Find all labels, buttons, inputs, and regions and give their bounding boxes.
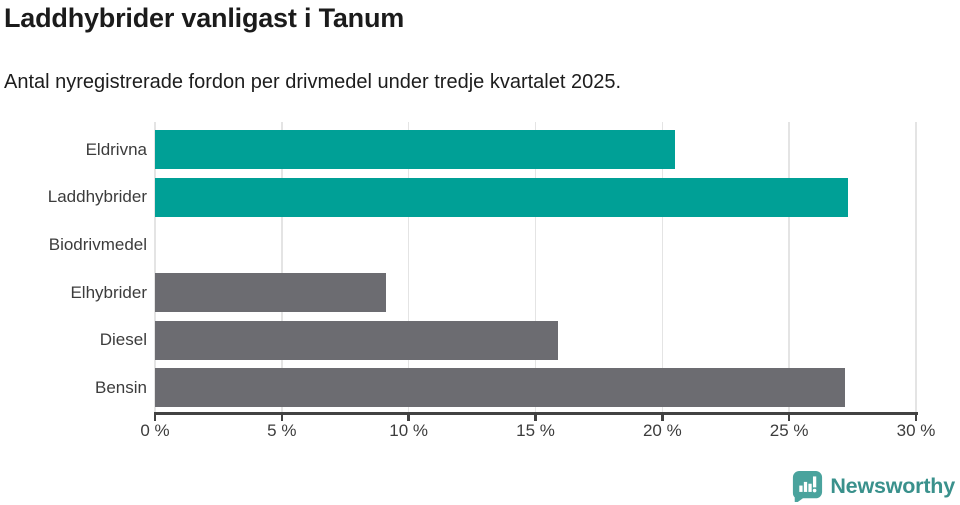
brand-footer: Newsworthy xyxy=(792,470,955,502)
gridline xyxy=(281,122,283,412)
bar-row: Diesel xyxy=(0,316,960,364)
bar-row: Biodrivmedel xyxy=(0,221,960,269)
axis-tick-label: 10 % xyxy=(389,421,429,440)
axis-tick xyxy=(153,412,157,421)
axis-tick xyxy=(534,412,537,421)
axis-tick-label: 15 % xyxy=(516,421,555,440)
category-label: Biodrivmedel xyxy=(48,234,147,254)
bar-chart: Eldrivna Laddhybrider Biodrivmedel Elhybrid… xyxy=(0,122,960,440)
gridline xyxy=(788,122,790,412)
axis-tick xyxy=(787,412,791,421)
category-label: Elhybrider xyxy=(70,282,147,302)
axis-tick-label: 30 % xyxy=(896,421,936,440)
axis-tick xyxy=(280,412,284,421)
gridline xyxy=(661,122,664,412)
category-label: Diesel xyxy=(99,330,147,350)
gridline xyxy=(154,122,156,412)
chart-subtitle: Antal nyregistrerade fordon per drivmede… xyxy=(4,71,622,93)
bar xyxy=(155,320,559,360)
axis-tick xyxy=(407,412,410,421)
bar xyxy=(155,368,845,408)
gridline xyxy=(915,122,917,412)
category-label: Laddhybrider xyxy=(47,187,147,207)
bar-row: Bensin xyxy=(0,364,960,412)
axis-tick-label: 25 % xyxy=(769,421,809,440)
bar xyxy=(155,130,676,170)
bar-row: Elhybrider xyxy=(0,269,960,317)
gridline xyxy=(407,122,410,412)
bar xyxy=(155,177,848,217)
category-label: Eldrivna xyxy=(85,139,147,159)
axis-tick xyxy=(914,412,918,421)
newsworthy-logo-icon xyxy=(793,470,823,502)
bar xyxy=(155,273,386,312)
bar-row: Eldrivna xyxy=(0,126,960,174)
chart-title: Laddhybrider vanligast i Tanum xyxy=(4,3,405,33)
bar-row: Laddhybrider xyxy=(0,173,960,221)
category-label: Bensin xyxy=(95,377,147,397)
axis-tick-label: 0 % xyxy=(140,421,170,440)
axis-tick-label: 5 % xyxy=(267,421,297,440)
axis-tick xyxy=(661,412,664,421)
axis-tick-label: 20 % xyxy=(642,421,682,440)
brand-name: Newsworthy xyxy=(830,473,955,498)
gridline xyxy=(534,122,537,412)
